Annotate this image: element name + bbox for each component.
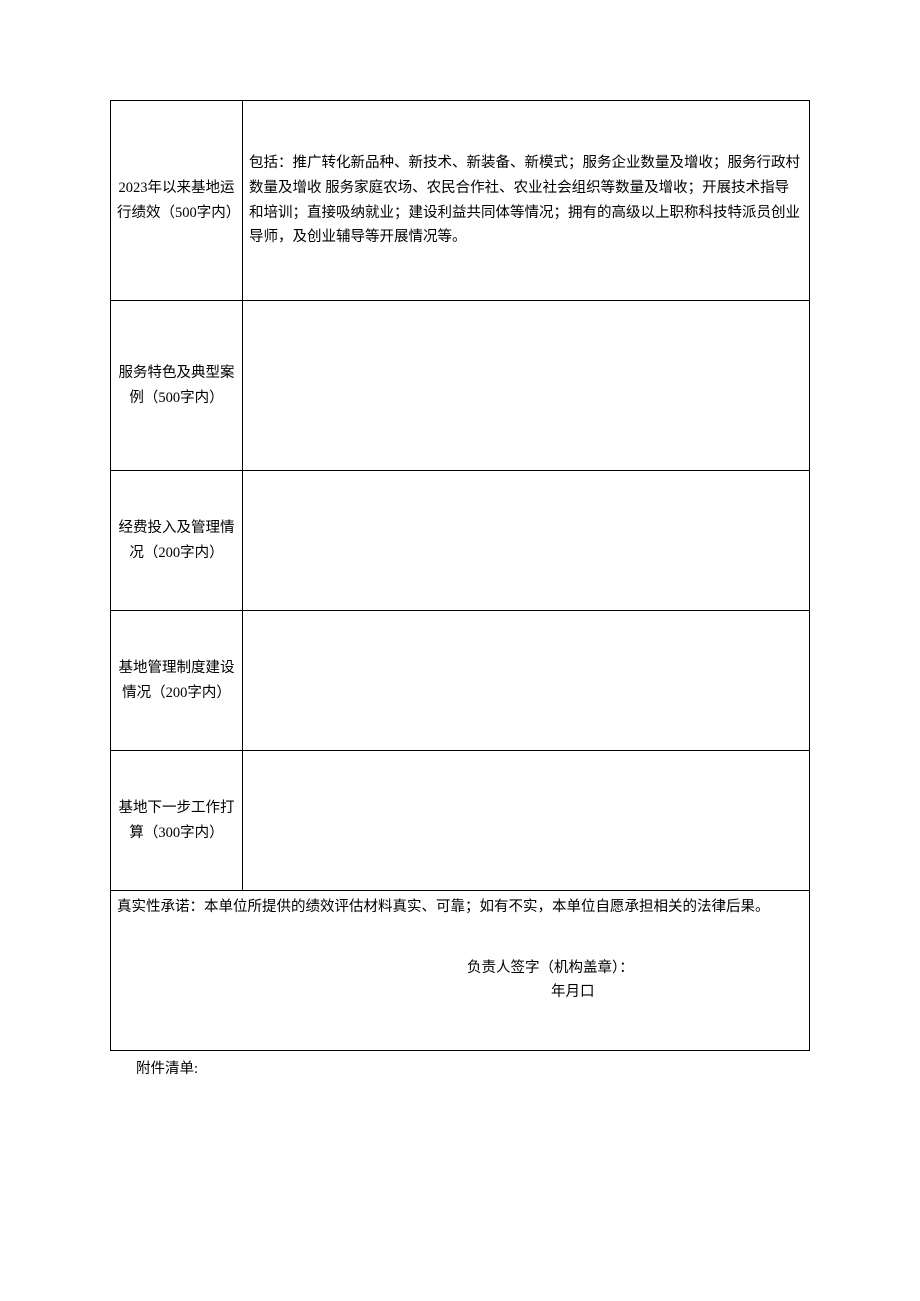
row-label-next-plan: 基地下一步工作打算（300字内） [111, 751, 243, 891]
row-content-cases [243, 301, 810, 471]
row-content-performance: 包括：推广转化新品种、新技术、新装备、新模式；服务企业数量及增收；服务行政村数量… [243, 101, 810, 301]
row-label-management: 基地管理制度建设情况（200字内） [111, 611, 243, 751]
table-row: 基地管理制度建设情况（200字内） [111, 611, 810, 751]
attachment-label: 附件清单: [110, 1057, 810, 1082]
table-row: 经费投入及管理情况（200字内） [111, 471, 810, 611]
date-line: 年月口 [467, 980, 803, 1005]
table-row: 基地下一步工作打算（300字内） [111, 751, 810, 891]
row-label-performance: 2023年以来基地运行绩效（500字内） [111, 101, 243, 301]
table-row: 2023年以来基地运行绩效（500字内） 包括：推广转化新品种、新技术、新装备、… [111, 101, 810, 301]
signature-label: 负责人签字（机构盖章）： [467, 956, 803, 981]
row-content-management [243, 611, 810, 751]
declaration-text: 真实性承诺：本单位所提供的绩效评估材料真实、可靠；如有不实，本单位自愿承担相关的… [117, 895, 803, 920]
date-text: 年月口 [551, 984, 595, 1000]
row-label-funding: 经费投入及管理情况（200字内） [111, 471, 243, 611]
row-label-cases: 服务特色及典型案例（500字内） [111, 301, 243, 471]
table-row: 服务特色及典型案例（500字内） [111, 301, 810, 471]
row-content-next-plan [243, 751, 810, 891]
declaration-row: 真实性承诺：本单位所提供的绩效评估材料真实、可靠；如有不实，本单位自愿承担相关的… [111, 891, 810, 1051]
signature-block: 负责人签字（机构盖章）： 年月口 [117, 956, 803, 1005]
row-content-funding [243, 471, 810, 611]
evaluation-form-table: 2023年以来基地运行绩效（500字内） 包括：推广转化新品种、新技术、新装备、… [110, 100, 810, 1051]
declaration-cell: 真实性承诺：本单位所提供的绩效评估材料真实、可靠；如有不实，本单位自愿承担相关的… [111, 891, 810, 1051]
